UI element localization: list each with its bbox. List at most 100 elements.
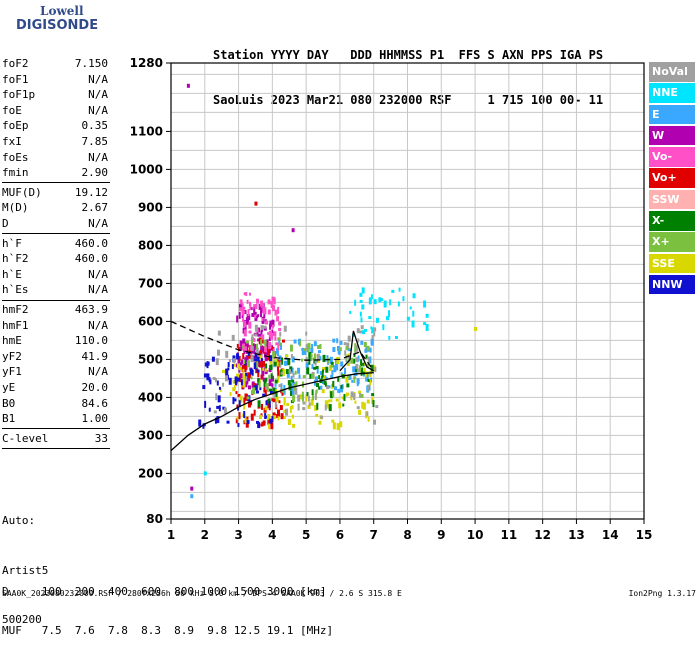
echo-point <box>264 343 267 348</box>
echo-point <box>278 400 281 404</box>
echo-point <box>257 372 260 378</box>
echo-point <box>336 423 340 431</box>
echo-point <box>248 401 252 408</box>
echo-point <box>344 367 347 375</box>
echo-point <box>353 393 356 401</box>
echo-point <box>290 375 293 381</box>
echo-point <box>285 368 289 374</box>
param-divider <box>2 428 110 430</box>
echo-point <box>248 385 252 390</box>
echo-point <box>244 360 247 366</box>
echo-point <box>254 358 258 362</box>
echo-point <box>241 359 244 365</box>
echo-point <box>370 339 374 345</box>
echo-point <box>324 400 328 406</box>
echo-point <box>310 398 314 406</box>
x-tick-label: 15 <box>636 528 653 542</box>
echo-point <box>291 405 294 410</box>
echo-point <box>294 370 297 375</box>
echo-point <box>258 381 261 388</box>
echo-point <box>245 376 248 382</box>
param-name: foF1 <box>2 72 29 86</box>
echo-point <box>265 363 268 369</box>
echo-point <box>277 306 280 314</box>
echo-point <box>208 377 211 383</box>
echo-point <box>412 293 416 299</box>
echo-point <box>265 370 268 375</box>
echo-point <box>190 486 194 491</box>
echo-point <box>271 296 275 302</box>
echo-point <box>217 395 221 403</box>
echo-point <box>213 410 217 414</box>
echo-point <box>263 339 267 345</box>
echo-point <box>354 349 357 353</box>
echo-point <box>328 399 331 403</box>
echo-point <box>249 301 252 306</box>
echo-point <box>306 392 309 397</box>
echo-point <box>360 393 364 398</box>
echo-point <box>241 365 245 373</box>
echo-point <box>361 401 365 409</box>
echo-point <box>264 365 267 372</box>
echo-point <box>289 406 292 414</box>
param-name: foF2 <box>2 57 29 70</box>
header-line-2: SaoLuis 2023 Mar21 080 232000 RSF 1 715 … <box>213 93 604 107</box>
echo-point <box>274 336 277 341</box>
echo-point <box>274 413 278 418</box>
echo-point <box>264 356 268 362</box>
echo-point <box>306 348 310 353</box>
param-value: N/A <box>88 365 108 379</box>
echo-point <box>253 348 256 355</box>
echo-point <box>252 355 256 362</box>
echo-point <box>353 353 356 357</box>
legend: NoVal NNE E W Vo- Vo+ SSW X- X+ SSE NNW <box>649 62 695 296</box>
echo-point <box>236 404 239 409</box>
y-tick-label: 600 <box>138 314 163 328</box>
param-value: 460.0 <box>74 252 108 266</box>
echo-point <box>274 309 278 316</box>
echo-point <box>245 342 249 348</box>
x-tick-label: 3 <box>234 528 242 542</box>
echo-point <box>275 391 278 398</box>
legend-item-w: W <box>649 125 695 146</box>
param-name: h`Es <box>2 283 29 297</box>
echo-point <box>254 333 258 337</box>
y-tick-label: 500 <box>138 352 163 366</box>
echo-point <box>307 342 311 349</box>
echo-point <box>374 366 377 372</box>
echo-point <box>272 305 276 312</box>
echo-point <box>356 406 360 410</box>
param-row-b1: B1 1.00 <box>2 411 110 427</box>
echo-point <box>275 396 279 403</box>
echo-point <box>337 376 340 382</box>
echo-point <box>250 307 253 311</box>
echo-point <box>272 348 275 353</box>
echo-point <box>262 367 265 371</box>
echo-point <box>248 321 252 329</box>
echo-point <box>361 287 365 294</box>
echo-point <box>276 409 280 417</box>
x-tick-label: 11 <box>501 528 518 542</box>
echo-point <box>239 395 243 403</box>
echo-point <box>303 348 307 355</box>
echo-point <box>302 375 306 379</box>
echo-point <box>345 392 348 397</box>
param-value: 110.0 <box>74 334 108 348</box>
echo-point <box>370 364 374 372</box>
echo-point <box>246 360 250 368</box>
echo-point <box>367 378 370 382</box>
echo-point <box>246 416 249 420</box>
echo-point <box>267 299 271 305</box>
echo-point <box>311 343 314 351</box>
echo-point <box>271 383 274 388</box>
echo-point <box>371 334 374 339</box>
echo-point <box>373 299 377 305</box>
param-row-hmf2: hmF2 463.9 <box>2 302 110 318</box>
echo-point <box>273 388 277 392</box>
echo-point <box>260 355 263 359</box>
echo-point <box>375 317 379 323</box>
legend-item-x: X- <box>649 211 695 231</box>
param-row-hf2: h`F2 460.0 <box>2 251 110 267</box>
echo-point <box>366 399 370 404</box>
echo-point <box>190 494 194 499</box>
